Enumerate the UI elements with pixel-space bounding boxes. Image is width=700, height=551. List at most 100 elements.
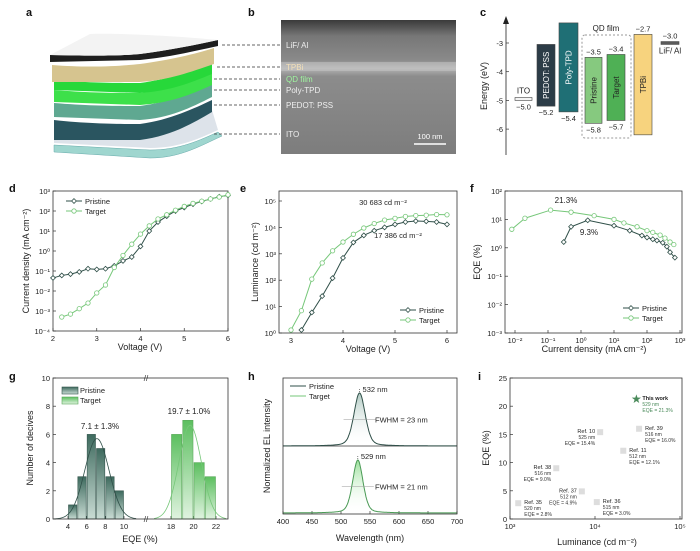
point-eqe: EQE = 15.4% [565, 441, 596, 447]
y-tick-label: 10⁰ [39, 247, 50, 256]
data-point [628, 305, 634, 311]
data-point [85, 265, 91, 272]
y-tick-label: 10 [42, 374, 50, 383]
data-point [319, 260, 325, 266]
data-point [76, 306, 82, 312]
star-icon: ★ [631, 392, 642, 406]
y-tick-label: 10⁻² [35, 287, 50, 296]
data-point [578, 488, 585, 495]
energy-level-target: Target −3.4 −5.7 [606, 44, 626, 131]
point-wavelength: 520 nm [524, 506, 541, 512]
data-point [522, 215, 528, 221]
data-point [59, 314, 65, 320]
data-point [298, 327, 305, 333]
energy-bar [606, 54, 626, 121]
energy-bar [584, 57, 603, 124]
energy-bar [514, 97, 533, 101]
series-target [288, 211, 450, 333]
data-point [381, 217, 388, 223]
y-tick-label: 10² [39, 207, 50, 216]
data-point [71, 208, 77, 214]
y-tick-label: 2 [46, 487, 50, 496]
eqe-luminance-comparison-chart: 10³ 10⁴ 10⁵ 0 5 10 15 20 25 Luminance (cd m⁻²) EQE… [481, 374, 686, 547]
y-tick-label: 10¹ [491, 215, 502, 224]
bottom-level-value: −5.7 [609, 122, 624, 131]
x-axis-title: Luminance (cd m⁻²) [557, 537, 637, 547]
data-point [146, 223, 152, 229]
data-point [634, 224, 640, 230]
peak-wavelength-label: 532 nm [363, 385, 388, 394]
top-level-value: −3.0 [663, 32, 678, 41]
x-tick-label: 3 [95, 334, 99, 343]
point-label: Ref. 11 [629, 448, 646, 454]
data-point [649, 236, 656, 243]
data-point [309, 276, 315, 282]
histogram-bar [171, 434, 183, 520]
data-point [611, 216, 617, 222]
data-point [413, 212, 419, 219]
data-point [611, 222, 617, 229]
y-tick-label: 10⁻¹ [487, 272, 502, 281]
x-tick-label: 22 [212, 522, 220, 531]
y-tick-label: 0 [46, 515, 50, 524]
luminance-voltage-chart: 3 4 5 6 10⁰ 10¹ 10² 10³ 10⁴ 10⁵ Voltage (V) Luminan… [250, 197, 449, 354]
eqe-current-density-chart: 10⁻² 10⁻¹ 10⁰ 10¹ 10² 10³ 10⁻³ 10⁻² 10⁻¹ 10⁰ 10¹ 10… [472, 187, 686, 354]
qd-film-group-box [581, 34, 632, 139]
data-point [667, 239, 673, 245]
data-point [433, 211, 440, 218]
data-point [659, 239, 666, 246]
data-point [626, 227, 633, 234]
data-point [288, 327, 294, 333]
histogram-bar [105, 476, 115, 520]
y-axis-title: Luminance (cd m⁻²) [250, 222, 260, 302]
point-eqe: EQE = 16.0% [645, 438, 676, 444]
y-tick-label: 8 [46, 402, 50, 411]
legend-label: Pristine [642, 304, 667, 313]
x-tick-label: 500 [335, 517, 348, 526]
data-point [636, 425, 643, 432]
sem-label-lif-al: LiF/ Al [286, 41, 308, 50]
data-point [402, 219, 409, 225]
layer-lif-al-top [50, 33, 218, 56]
level-name: TPBi [639, 76, 648, 94]
point-wavelength: 512 nm [560, 494, 577, 500]
sem-label-poly-tpd: Poly-TPD [286, 86, 320, 95]
y-tick-label: 10⁰ [491, 244, 502, 253]
y-axis-title: EQE (%) [481, 430, 491, 466]
point-eqe: EQE = 2.8% [524, 512, 552, 518]
x-tick-label: 5 [182, 334, 186, 343]
level-name: Target [612, 76, 621, 99]
y-tick-label: 5 [503, 487, 507, 496]
y-tick-label: 10³ [265, 250, 276, 259]
x-tick-label: 550 [364, 517, 377, 526]
spectrum-target: 529 nm FWHM = 21 nm [283, 452, 457, 514]
data-point [50, 274, 56, 281]
x-tick-label: 10³ [505, 522, 516, 531]
data-point [155, 216, 161, 222]
scale-bar-label: 100 nm [417, 132, 442, 141]
series-pristine [298, 218, 450, 333]
data-point [94, 290, 100, 296]
layer-pedot-pss [54, 84, 212, 120]
bottom-level-value: −5.4 [561, 114, 576, 123]
data-point [560, 239, 567, 245]
data-point [129, 241, 135, 247]
x-axis-title: Voltage (V) [118, 342, 163, 352]
data-point [58, 272, 65, 279]
data-point [597, 429, 604, 436]
energy-level-pristine: Pristine −3.5 −5.8 [584, 47, 603, 134]
target-eqe-mean: 19.7 ± 1.0% [168, 407, 211, 416]
panel-label-i: i [478, 371, 481, 383]
x-tick-label: 3 [289, 336, 293, 345]
x-tick-label: 10² [642, 336, 653, 345]
y-tick-label: -6 [496, 125, 503, 134]
x-tick-label: 10⁻¹ [541, 336, 556, 345]
axis-break-top-icon: // [144, 374, 149, 383]
spectrum-pristine: 532 nm FWHM = 23 nm [283, 385, 457, 447]
histogram-bar [193, 462, 205, 520]
data-point [638, 232, 645, 239]
